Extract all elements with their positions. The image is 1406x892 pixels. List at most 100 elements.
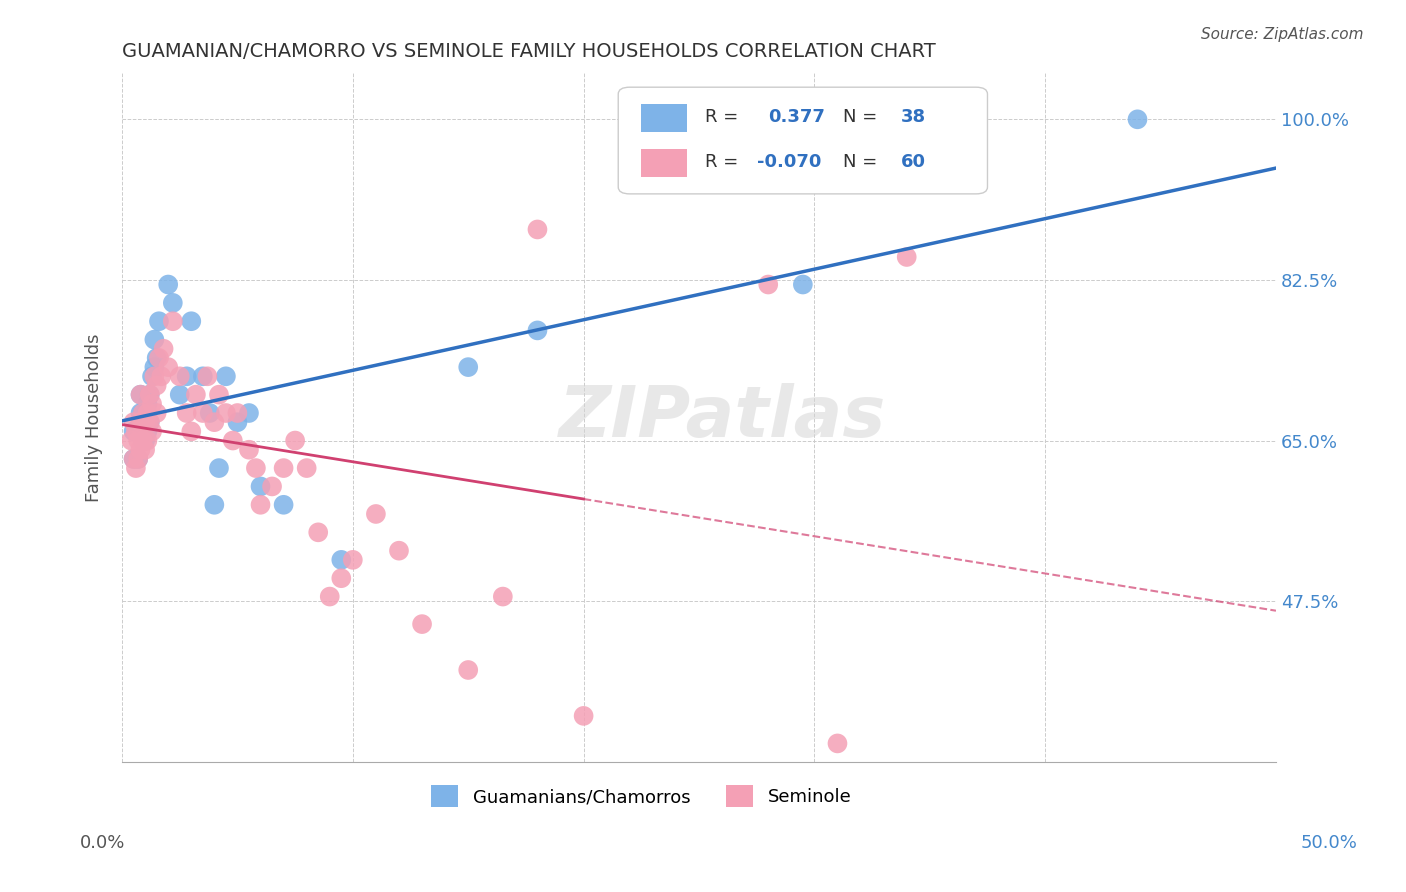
Point xyxy=(330,553,353,567)
Point xyxy=(176,406,198,420)
Point xyxy=(141,425,163,439)
Text: 0.0%: 0.0% xyxy=(80,834,125,852)
Text: 50.0%: 50.0% xyxy=(1301,834,1357,852)
Point xyxy=(132,434,155,448)
FancyBboxPatch shape xyxy=(619,87,987,194)
Point xyxy=(125,425,148,439)
Point xyxy=(122,425,145,439)
Point xyxy=(122,415,145,429)
Point xyxy=(132,406,155,420)
Point xyxy=(526,323,548,337)
Point xyxy=(139,387,162,401)
Point xyxy=(180,425,202,439)
Point xyxy=(139,415,162,429)
Point xyxy=(202,415,225,429)
Point xyxy=(157,277,180,292)
Point xyxy=(122,451,145,466)
Point xyxy=(180,314,202,328)
Point xyxy=(896,250,918,264)
Text: Source: ZipAtlas.com: Source: ZipAtlas.com xyxy=(1201,27,1364,42)
Bar xyxy=(641,149,688,177)
Point xyxy=(162,296,184,310)
Point xyxy=(148,314,170,328)
Point xyxy=(141,397,163,411)
Point xyxy=(139,387,162,401)
Y-axis label: Family Households: Family Households xyxy=(86,334,103,502)
Point xyxy=(134,434,156,448)
Point xyxy=(411,617,433,632)
Point xyxy=(134,415,156,429)
Point xyxy=(143,369,166,384)
Point xyxy=(127,434,149,448)
Text: -0.070: -0.070 xyxy=(756,153,821,170)
Point xyxy=(162,314,184,328)
Point xyxy=(284,434,307,448)
Point xyxy=(129,442,152,457)
Text: R =: R = xyxy=(704,108,744,126)
Point xyxy=(134,442,156,457)
Legend: Guamanians/Chamorros, Seminole: Guamanians/Chamorros, Seminole xyxy=(423,778,859,814)
Point xyxy=(307,525,329,540)
Point xyxy=(145,378,167,392)
Point xyxy=(202,498,225,512)
Point xyxy=(127,451,149,466)
Point xyxy=(132,434,155,448)
Text: R =: R = xyxy=(704,153,744,170)
Text: N =: N = xyxy=(844,108,883,126)
Point xyxy=(136,397,159,411)
Point xyxy=(245,461,267,475)
Point xyxy=(145,406,167,420)
Point xyxy=(215,406,238,420)
Point xyxy=(143,360,166,375)
Point xyxy=(191,369,214,384)
Point xyxy=(792,277,814,292)
Point xyxy=(364,507,387,521)
Point xyxy=(215,369,238,384)
Point xyxy=(122,451,145,466)
Point xyxy=(127,451,149,466)
Point xyxy=(756,277,779,292)
Point xyxy=(157,360,180,375)
Point xyxy=(169,387,191,401)
Text: 60: 60 xyxy=(901,153,927,170)
Point xyxy=(198,406,221,420)
Point xyxy=(141,369,163,384)
Point xyxy=(139,415,162,429)
Bar xyxy=(641,104,688,132)
Point xyxy=(176,369,198,384)
Point xyxy=(492,590,515,604)
Point xyxy=(1126,112,1149,127)
Point xyxy=(827,736,849,750)
Text: 0.377: 0.377 xyxy=(768,108,825,126)
Text: N =: N = xyxy=(844,153,883,170)
Point xyxy=(129,415,152,429)
Point xyxy=(226,415,249,429)
Point xyxy=(120,434,142,448)
Point xyxy=(129,387,152,401)
Point xyxy=(127,425,149,439)
Point xyxy=(129,387,152,401)
Point xyxy=(388,543,411,558)
Point xyxy=(136,406,159,420)
Point xyxy=(260,479,283,493)
Point xyxy=(249,498,271,512)
Point xyxy=(191,406,214,420)
Point xyxy=(330,571,353,585)
Point xyxy=(150,369,173,384)
Point xyxy=(249,479,271,493)
Point xyxy=(208,387,231,401)
Point xyxy=(222,434,245,448)
Point xyxy=(136,425,159,439)
Text: ZIPatlas: ZIPatlas xyxy=(558,383,886,452)
Point xyxy=(457,663,479,677)
Point xyxy=(457,360,479,375)
Point xyxy=(526,222,548,236)
Point xyxy=(319,590,342,604)
Point xyxy=(208,461,231,475)
Point xyxy=(145,351,167,365)
Point xyxy=(136,434,159,448)
Point xyxy=(295,461,318,475)
Point xyxy=(342,553,364,567)
Point xyxy=(273,461,295,475)
Point xyxy=(143,333,166,347)
